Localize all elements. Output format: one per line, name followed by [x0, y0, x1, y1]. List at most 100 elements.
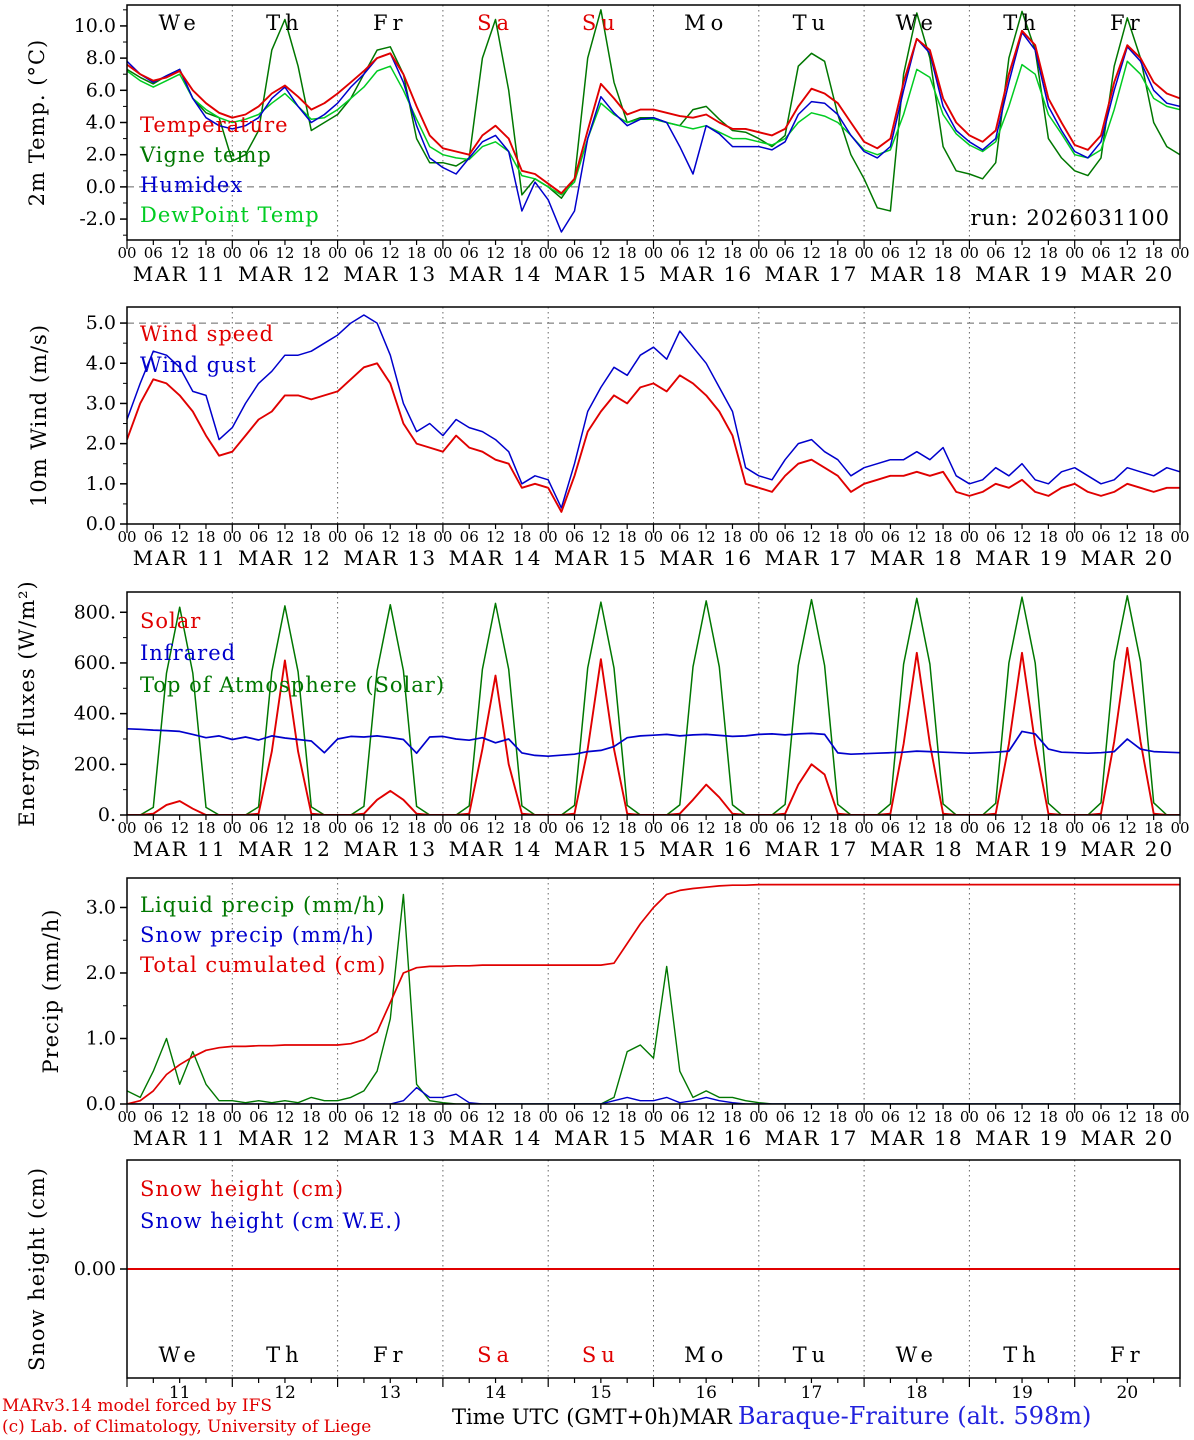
svg-text:18: 18: [407, 819, 426, 837]
svg-text:12: 12: [697, 528, 716, 546]
svg-text:MAR 12: MAR 12: [238, 1126, 332, 1150]
svg-text:18: 18: [828, 244, 847, 262]
svg-text:06: 06: [881, 819, 900, 837]
series-humidex: [127, 31, 1180, 233]
svg-text:12: 12: [1013, 1108, 1032, 1126]
svg-text:4.0: 4.0: [86, 352, 116, 374]
svg-text:06: 06: [144, 244, 163, 262]
svg-text:18: 18: [512, 244, 531, 262]
svg-text:06: 06: [1091, 1108, 1110, 1126]
svg-text:00: 00: [117, 244, 136, 262]
svg-text:18: 18: [723, 528, 742, 546]
svg-text:18: 18: [618, 528, 637, 546]
svg-text:MAR 11: MAR 11: [133, 546, 227, 570]
svg-text:MAR 16: MAR 16: [659, 546, 753, 570]
svg-text:00: 00: [749, 819, 768, 837]
svg-text:MAR 17: MAR 17: [765, 546, 859, 570]
svg-text:MAR 16: MAR 16: [659, 1126, 753, 1150]
svg-text:00: 00: [855, 528, 874, 546]
svg-text:00: 00: [433, 1108, 452, 1126]
svg-text:Mo: Mo: [684, 11, 728, 35]
svg-text:00: 00: [328, 819, 347, 837]
svg-text:06: 06: [776, 244, 795, 262]
series-liquid-precip-mm-h-: [127, 893, 1180, 1104]
svg-text:12: 12: [381, 528, 400, 546]
svg-text:06: 06: [144, 1108, 163, 1126]
svg-text:12: 12: [1118, 1108, 1137, 1126]
svg-text:18: 18: [1039, 1108, 1058, 1126]
svg-text:00: 00: [1170, 528, 1189, 546]
svg-text:00: 00: [960, 819, 979, 837]
svg-text:00: 00: [328, 244, 347, 262]
svg-text:18: 18: [1039, 528, 1058, 546]
svg-text:06: 06: [565, 528, 584, 546]
panel-precip: 0.0 1.0 2.0 3.0 00 06 12 18 00 06 12 18 00 06 12 18 00 06…: [39, 877, 1190, 1150]
svg-text:06: 06: [354, 244, 373, 262]
svg-text:18: 18: [1144, 528, 1163, 546]
svg-text:MAR 20: MAR 20: [1080, 262, 1174, 286]
series-top-of-atmosphere-solar-: [127, 595, 1180, 815]
svg-text:18: 18: [407, 1108, 426, 1126]
svg-text:00: 00: [117, 819, 136, 837]
svg-text:10.0: 10.0: [74, 15, 116, 37]
svg-text:MAR 13: MAR 13: [343, 262, 437, 286]
svg-text:2.0: 2.0: [86, 144, 116, 166]
svg-text:18: 18: [302, 1108, 321, 1126]
svg-text:00: 00: [539, 1108, 558, 1126]
svg-text:600.: 600.: [74, 652, 116, 674]
svg-text:06: 06: [881, 244, 900, 262]
svg-text:Precip (mm/h): Precip (mm/h): [39, 908, 63, 1073]
svg-text:Tu: Tu: [793, 11, 831, 35]
svg-text:12: 12: [697, 244, 716, 262]
svg-text:18: 18: [723, 1108, 742, 1126]
svg-text:MAR 13: MAR 13: [343, 546, 437, 570]
svg-text:5.0: 5.0: [86, 312, 116, 334]
svg-text:18: 18: [302, 528, 321, 546]
svg-text:MAR 20: MAR 20: [1080, 1126, 1174, 1150]
svg-text:Fr: Fr: [373, 11, 408, 35]
svg-text:12: 12: [275, 244, 294, 262]
svg-text:4.0: 4.0: [86, 112, 116, 134]
svg-text:12: 12: [381, 1108, 400, 1126]
svg-text:13: 13: [379, 1383, 401, 1403]
svg-text:MAR 19: MAR 19: [975, 262, 1069, 286]
series-wind-speed: [127, 362, 1180, 513]
svg-text:06: 06: [249, 819, 268, 837]
svg-text:MAR 20: MAR 20: [1080, 837, 1174, 861]
svg-text:18: 18: [1039, 244, 1058, 262]
svg-text:Wind speed: Wind speed: [140, 322, 274, 346]
time-axis-title: Time UTC (GMT+0h)MAR: [452, 1405, 732, 1429]
svg-text:00: 00: [223, 1108, 242, 1126]
svg-text:18: 18: [1039, 819, 1058, 837]
svg-text:06: 06: [776, 528, 795, 546]
svg-text:Mo: Mo: [684, 1343, 728, 1367]
svg-text:12: 12: [170, 819, 189, 837]
svg-text:06: 06: [565, 1108, 584, 1126]
svg-text:Temperature: Temperature: [140, 113, 289, 137]
svg-text:06: 06: [776, 819, 795, 837]
svg-text:12: 12: [275, 528, 294, 546]
lab-credit-line: (c) Lab. of Climatology, University of L…: [2, 1417, 372, 1437]
panel-wind: 0.0 1.0 2.0 3.0 4.0 5.0 00 06 12 18 00 06 12 18 00 06 12…: [27, 306, 1190, 570]
svg-text:12: 12: [802, 528, 821, 546]
svg-text:Fr: Fr: [1110, 11, 1145, 35]
svg-text:06: 06: [1091, 244, 1110, 262]
svg-text:2.0: 2.0: [86, 962, 116, 984]
svg-text:06: 06: [144, 528, 163, 546]
svg-text:Th: Th: [266, 11, 304, 35]
svg-text:00: 00: [855, 1108, 874, 1126]
svg-text:06: 06: [460, 244, 479, 262]
svg-text:06: 06: [986, 244, 1005, 262]
svg-text:12: 12: [275, 819, 294, 837]
svg-text:18: 18: [196, 244, 215, 262]
svg-text:18: 18: [618, 244, 637, 262]
svg-text:Snow height (cm): Snow height (cm): [140, 1177, 344, 1201]
svg-text:3.0: 3.0: [86, 392, 116, 414]
svg-text:06: 06: [986, 819, 1005, 837]
svg-text:Su: Su: [582, 11, 620, 35]
series-solar: [127, 646, 1180, 815]
svg-text:06: 06: [249, 528, 268, 546]
svg-text:12: 12: [275, 1108, 294, 1126]
